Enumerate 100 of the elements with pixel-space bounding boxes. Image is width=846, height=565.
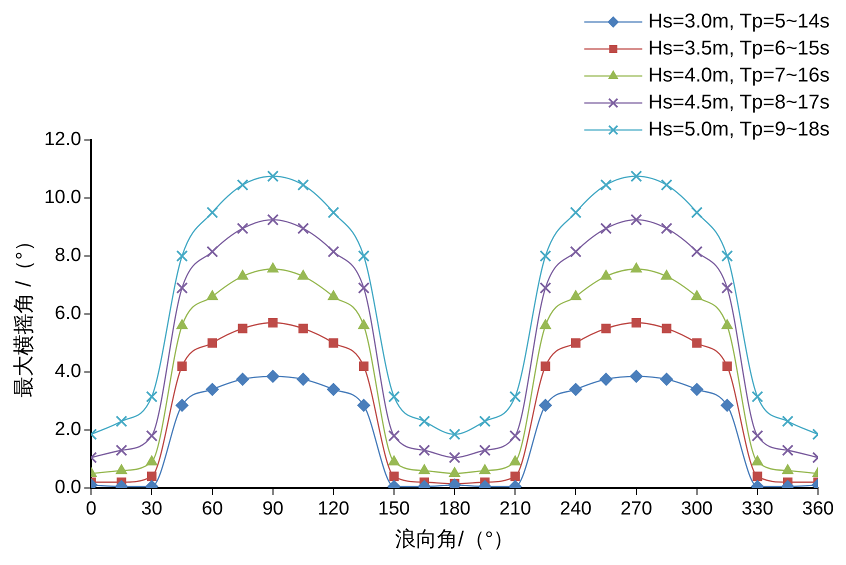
- x-tick-label: 330: [742, 498, 774, 520]
- point: [630, 170, 642, 182]
- legend-label: Hs=5.0m, Tp=9~18s: [648, 118, 830, 141]
- point: [630, 370, 643, 383]
- point: [632, 318, 642, 328]
- point: [448, 467, 460, 477]
- point: [388, 430, 400, 442]
- point: [208, 338, 218, 348]
- point: [540, 361, 550, 371]
- point: [509, 390, 522, 402]
- point: [448, 428, 460, 440]
- point: [660, 270, 672, 280]
- point: [268, 318, 278, 328]
- point: [479, 464, 491, 474]
- point: [691, 246, 703, 258]
- point: [146, 430, 158, 442]
- point: [782, 444, 794, 456]
- x-tick-label: 60: [202, 498, 223, 520]
- point: [176, 319, 188, 330]
- point: [236, 372, 250, 386]
- point: [690, 382, 704, 396]
- point: [418, 444, 430, 456]
- point: [146, 390, 158, 402]
- point: [236, 270, 248, 280]
- point: [297, 270, 309, 280]
- point: [206, 382, 219, 396]
- point: [297, 222, 310, 234]
- y-tick-label: 0.0: [54, 477, 82, 498]
- point: [267, 214, 279, 226]
- y-tick-label: 10.0: [44, 187, 82, 208]
- point: [236, 222, 248, 234]
- point: [509, 430, 522, 442]
- point: [296, 372, 310, 386]
- x-tick-label: 90: [262, 498, 284, 520]
- point: [752, 430, 764, 442]
- point: [600, 372, 613, 386]
- point: [540, 319, 552, 330]
- y-axis-title: 最大横摇角 /（°）: [12, 230, 36, 398]
- point: [267, 262, 279, 273]
- point: [509, 455, 521, 466]
- x-tick-label: 120: [318, 498, 350, 520]
- point: [116, 464, 128, 474]
- point: [570, 290, 582, 300]
- point: [720, 398, 734, 412]
- point: [600, 179, 612, 191]
- point: [176, 282, 188, 294]
- point: [660, 372, 674, 386]
- point: [328, 206, 340, 218]
- point: [660, 179, 672, 191]
- x-tick-label: 150: [378, 498, 410, 520]
- x-tick-label: 270: [620, 498, 652, 520]
- point: [721, 250, 733, 262]
- point: [147, 472, 156, 482]
- y-tick-label: 6.0: [54, 303, 82, 324]
- point: [630, 214, 642, 226]
- point: [328, 338, 338, 348]
- point: [206, 246, 218, 258]
- x-tick-label: 30: [141, 498, 162, 520]
- point: [418, 415, 430, 428]
- point: [358, 319, 370, 330]
- point: [206, 206, 218, 218]
- y-tick-label: 4.0: [54, 361, 82, 382]
- x-tick-label: 240: [560, 498, 592, 520]
- point: [177, 361, 187, 371]
- point: [540, 282, 552, 294]
- point: [389, 472, 399, 482]
- x-tick-label: 360: [802, 498, 834, 520]
- point: [630, 262, 642, 273]
- point: [238, 324, 248, 334]
- legend-label: Hs=3.0m, Tp=5~14s: [648, 10, 830, 33]
- point: [176, 250, 188, 262]
- point: [448, 452, 460, 464]
- x-tick-label: 0: [86, 498, 96, 520]
- point: [722, 361, 732, 371]
- point: [538, 398, 552, 412]
- point: [328, 246, 340, 258]
- point: [540, 250, 552, 262]
- point: [570, 338, 580, 348]
- point: [206, 290, 218, 300]
- point: [176, 398, 189, 412]
- point: [570, 246, 582, 258]
- point: [388, 455, 400, 466]
- point: [418, 464, 430, 474]
- point: [326, 382, 340, 396]
- point: [479, 415, 491, 428]
- point: [298, 324, 308, 334]
- point: [692, 338, 702, 348]
- point: [570, 206, 582, 218]
- point: [782, 415, 794, 428]
- point: [662, 324, 672, 334]
- point: [660, 222, 672, 234]
- y-tick-label: 8.0: [54, 245, 82, 266]
- point: [691, 206, 703, 218]
- legend-label: Hs=4.0m, Tp=7~16s: [648, 64, 830, 87]
- point: [266, 370, 280, 383]
- point: [721, 319, 733, 330]
- point: [479, 444, 491, 456]
- point: [358, 361, 368, 371]
- point: [297, 179, 310, 191]
- y-tick-label: 12.0: [44, 129, 82, 150]
